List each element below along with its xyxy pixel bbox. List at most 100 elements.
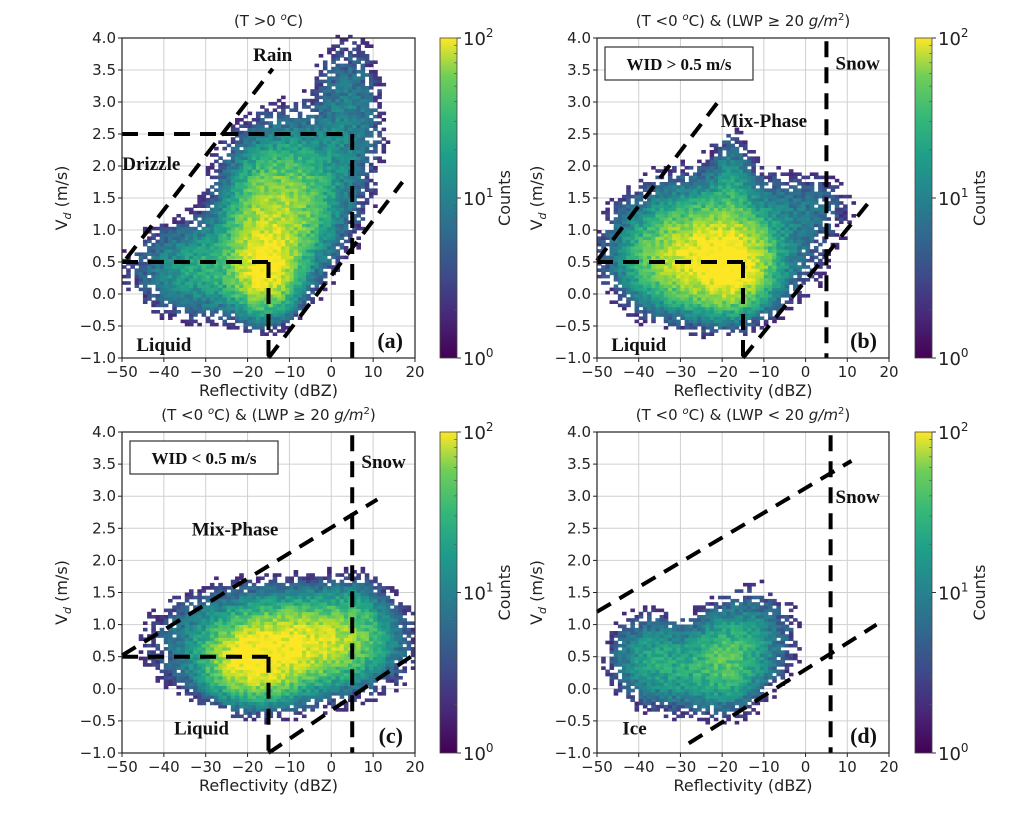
heatmap-cell bbox=[322, 150, 328, 154]
heatmap-cell bbox=[230, 127, 236, 132]
heatmap-cell bbox=[226, 313, 232, 317]
heatmap-cell bbox=[310, 201, 315, 205]
heatmap-cell bbox=[713, 159, 719, 164]
heatmap-cell bbox=[339, 210, 345, 215]
heatmap-cell bbox=[193, 217, 198, 221]
heatmap-cell bbox=[327, 92, 332, 96]
heatmap-cell bbox=[705, 271, 711, 276]
heatmap-cell bbox=[293, 246, 299, 250]
heatmap-cell bbox=[717, 326, 723, 330]
heatmap-cell bbox=[314, 249, 320, 253]
heatmap-cell bbox=[260, 252, 265, 256]
heatmap-cell bbox=[730, 246, 736, 250]
heatmap-cell bbox=[239, 156, 244, 160]
heatmap-cell bbox=[285, 233, 290, 237]
heatmap-cell bbox=[247, 268, 253, 272]
heatmap-cell bbox=[684, 274, 690, 279]
heatmap-cell bbox=[247, 274, 253, 279]
heatmap-cell bbox=[281, 230, 286, 234]
heatmap-cell bbox=[331, 185, 336, 189]
heatmap-cell bbox=[276, 242, 282, 247]
heatmap-cell bbox=[730, 271, 736, 276]
heatmap-cell bbox=[159, 284, 165, 288]
heatmap-cell bbox=[373, 121, 378, 125]
heatmap-cell bbox=[659, 313, 665, 317]
heatmap-cell bbox=[726, 194, 731, 199]
heatmap-cell bbox=[705, 303, 711, 308]
heatmap-cell bbox=[243, 134, 248, 138]
heatmap-cell bbox=[264, 156, 269, 160]
heatmap-cell bbox=[168, 246, 173, 250]
heatmap-cell bbox=[163, 262, 169, 266]
heatmap-cell bbox=[251, 284, 257, 288]
heatmap-cell bbox=[776, 278, 781, 282]
heatmap-cell bbox=[697, 217, 702, 221]
heatmap-cell bbox=[676, 217, 681, 221]
heatmap-cell bbox=[327, 108, 332, 112]
heatmap-cell bbox=[348, 233, 353, 237]
heatmap-cell bbox=[613, 290, 619, 295]
heatmap-cell bbox=[327, 214, 332, 218]
heatmap-cell bbox=[717, 226, 723, 231]
heatmap-cell bbox=[335, 239, 341, 244]
x-tick-label: −20 bbox=[232, 363, 264, 381]
heatmap-cell bbox=[667, 207, 673, 212]
heatmap-cell bbox=[289, 178, 295, 183]
heatmap-cell bbox=[717, 146, 723, 151]
heatmap-cell bbox=[772, 300, 777, 304]
heatmap-cell bbox=[763, 310, 769, 314]
heatmap-cell bbox=[663, 182, 669, 186]
heatmap-cell bbox=[713, 175, 719, 180]
heatmap-cell bbox=[634, 284, 640, 288]
heatmap-cell bbox=[331, 191, 336, 196]
heatmap-cell bbox=[126, 287, 131, 292]
heatmap-cell bbox=[230, 246, 236, 250]
heatmap-cell bbox=[251, 207, 257, 212]
heatmap-cell bbox=[751, 316, 756, 320]
heatmap-cell bbox=[634, 306, 640, 311]
heatmap-cell bbox=[297, 278, 303, 282]
heatmap-cell bbox=[205, 303, 211, 308]
heatmap-cell bbox=[289, 242, 295, 247]
heatmap-cell bbox=[331, 178, 336, 183]
x-tick-label: −50 bbox=[106, 363, 138, 381]
heatmap-cell bbox=[709, 166, 715, 170]
heatmap-cell bbox=[230, 316, 236, 320]
heatmap-cell bbox=[247, 329, 253, 333]
heatmap-cell bbox=[314, 217, 320, 221]
heatmap-cell bbox=[726, 249, 731, 253]
heatmap-cell bbox=[276, 319, 282, 324]
heatmap-cell bbox=[293, 127, 299, 132]
heatmap-cell bbox=[339, 159, 345, 164]
heatmap-cell bbox=[634, 294, 640, 298]
heatmap-cell bbox=[605, 281, 610, 285]
heatmap-cell bbox=[373, 169, 378, 173]
heatmap-cell bbox=[768, 204, 773, 208]
heatmap-cell bbox=[734, 281, 740, 285]
heatmap-cell bbox=[726, 313, 731, 317]
heatmap-cell bbox=[180, 284, 186, 288]
heatmap-cell bbox=[655, 313, 660, 317]
heatmap-cell bbox=[226, 322, 232, 327]
heatmap-cell bbox=[201, 233, 207, 237]
heatmap-cell bbox=[356, 242, 361, 247]
heatmap-cell bbox=[626, 303, 631, 308]
heatmap-cell bbox=[759, 316, 765, 320]
heatmap-cell bbox=[638, 220, 644, 224]
heatmap-cell bbox=[188, 220, 194, 224]
heatmap-cell bbox=[209, 194, 215, 199]
heatmap-cell bbox=[184, 233, 190, 237]
heatmap-cell bbox=[348, 114, 353, 119]
heatmap-cell bbox=[638, 290, 644, 295]
heatmap-cell bbox=[205, 265, 211, 269]
heatmap-cell bbox=[373, 166, 378, 170]
heatmap-cell bbox=[651, 246, 656, 250]
heatmap-cell bbox=[634, 220, 640, 224]
heatmap-cell bbox=[327, 70, 332, 74]
heatmap-cell bbox=[676, 198, 681, 202]
heatmap-cell bbox=[772, 223, 777, 228]
heatmap-cell bbox=[276, 127, 282, 132]
y-axis-label: Vd (m/s) bbox=[52, 166, 74, 231]
heatmap-cell bbox=[314, 255, 320, 260]
heatmap-cell bbox=[768, 268, 773, 272]
